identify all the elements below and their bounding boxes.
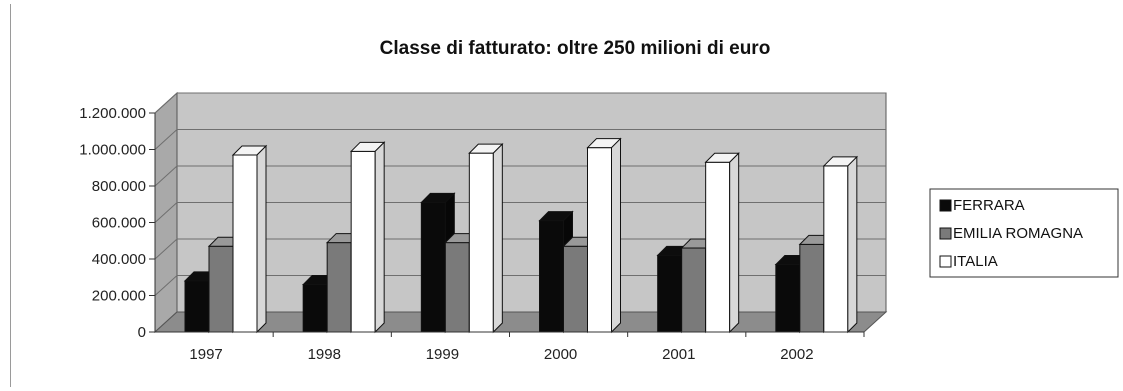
x-tick-label: 2001 <box>662 346 695 363</box>
bar-front <box>563 245 588 333</box>
bar <box>704 152 740 334</box>
frame-line <box>10 4 11 387</box>
y-tick-label: 200.000 <box>92 288 146 305</box>
legend-swatch <box>939 255 952 268</box>
bar-front <box>420 201 446 333</box>
x-tick-label: 1999 <box>426 346 459 363</box>
legend-label: FERRARA <box>953 197 1025 214</box>
legend-label: EMILIA ROMAGNA <box>953 225 1083 242</box>
bar-side <box>611 137 621 334</box>
legend-swatch <box>939 199 952 212</box>
bar <box>586 137 622 334</box>
bar-front <box>444 242 470 333</box>
bar <box>822 155 859 334</box>
x-tick-label: 2000 <box>544 346 577 363</box>
legend-label: ITALIA <box>953 253 998 270</box>
bar-front <box>232 154 258 333</box>
bar-front <box>705 161 731 333</box>
gridline <box>154 238 886 260</box>
legend: FERRARA EMILIA ROMAGNA ITALIA <box>929 188 1119 278</box>
y-tick-label: 1.200.000 <box>79 105 146 122</box>
bar-front <box>208 245 234 333</box>
chart-title: Classe di fatturato: oltre 250 milioni d… <box>380 38 771 59</box>
gridline <box>154 165 886 187</box>
bar-front <box>468 152 494 333</box>
bar-front <box>302 284 328 333</box>
y-tick-label: 800.000 <box>92 178 146 195</box>
bar-front <box>184 280 210 333</box>
legend-swatch <box>939 227 952 240</box>
bar-side <box>256 144 267 334</box>
gridline <box>154 275 886 296</box>
bar-front <box>681 247 707 333</box>
bar-front <box>587 147 612 333</box>
x-tick-label: 1998 <box>308 346 341 363</box>
bar <box>349 141 386 334</box>
bar <box>231 144 268 334</box>
bar-side <box>374 141 385 334</box>
bar-front <box>539 220 564 333</box>
gridline <box>154 202 886 223</box>
y-tick-label: 1.000.000 <box>79 142 146 159</box>
legend-box <box>929 188 1119 278</box>
bar-side <box>492 142 503 334</box>
bar-side <box>729 152 740 334</box>
gridlines <box>154 92 886 333</box>
axes: 0 200.000 400.000 600.000 800.000 1.000.000 1.… <box>79 105 865 363</box>
bar-front <box>350 150 376 333</box>
bar-front <box>823 165 849 333</box>
x-tick-label: 1997 <box>189 346 222 363</box>
y-tick-label: 400.000 <box>92 251 146 268</box>
y-tick-label: 600.000 <box>92 215 146 232</box>
bar-front <box>657 254 683 333</box>
y-tick-label: 0 <box>138 324 146 341</box>
bars <box>183 137 859 334</box>
bar-side <box>847 155 858 334</box>
bar-front <box>326 242 352 333</box>
bar-front <box>799 243 825 333</box>
bar <box>468 142 504 334</box>
gridline <box>154 92 886 114</box>
bar-front <box>775 263 801 333</box>
gridline <box>154 129 886 150</box>
x-tick-label: 2002 <box>780 346 813 363</box>
